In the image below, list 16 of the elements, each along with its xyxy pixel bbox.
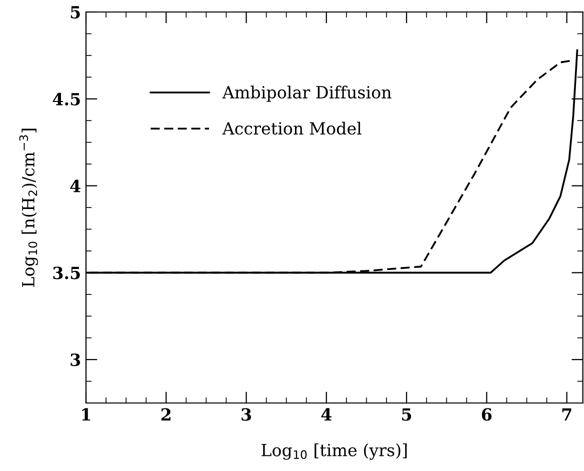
x-tick-label: 5 <box>402 408 412 421</box>
y-tick-label: 3 <box>70 354 80 366</box>
y-tick-label: 4 <box>70 180 80 192</box>
x-tick-label: 2 <box>161 408 170 421</box>
x-tick-label: 1 <box>82 408 90 421</box>
legend-label: Accretion Model <box>222 122 362 135</box>
x-tick-label: 3 <box>242 408 251 421</box>
y-tick-label: 3.5 <box>53 266 80 280</box>
y-tick-label: 5 <box>70 6 80 19</box>
y-axis-title: Log$_{10}$ [n(H$_{2}$)/cm$^{−3}$] <box>19 128 38 287</box>
x-tick-label: 6 <box>482 408 492 421</box>
x-tick-label: 7 <box>562 408 572 421</box>
legend-label: Ambipolar Diffusion <box>222 86 392 102</box>
x-tick-label: 4 <box>321 408 332 421</box>
y-tick-label: 4.5 <box>52 92 80 106</box>
x-axis-title: Log$_{10}$ [time (yrs)] <box>262 443 407 460</box>
